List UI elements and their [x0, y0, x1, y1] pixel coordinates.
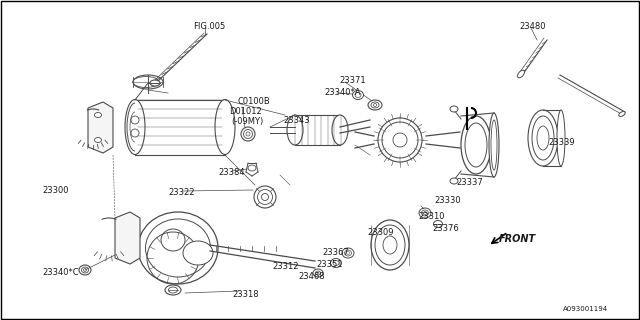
Text: 23351: 23351	[316, 260, 342, 269]
Ellipse shape	[355, 92, 361, 98]
Text: 23330: 23330	[434, 196, 461, 205]
Ellipse shape	[557, 110, 565, 166]
Ellipse shape	[287, 115, 303, 145]
Text: 23371: 23371	[339, 76, 365, 85]
Ellipse shape	[317, 272, 319, 274]
Text: 23312: 23312	[272, 262, 298, 271]
Ellipse shape	[465, 123, 487, 167]
Ellipse shape	[262, 194, 269, 201]
Ellipse shape	[371, 102, 379, 108]
Ellipse shape	[215, 100, 235, 155]
Text: 23376: 23376	[432, 224, 459, 233]
Text: FIG.005: FIG.005	[193, 22, 225, 31]
Text: D01012: D01012	[229, 107, 262, 116]
Ellipse shape	[371, 220, 409, 270]
Ellipse shape	[133, 75, 163, 89]
Polygon shape	[88, 102, 113, 153]
Ellipse shape	[81, 267, 88, 273]
Text: (-09MY): (-09MY)	[231, 117, 263, 126]
Ellipse shape	[83, 268, 86, 271]
Ellipse shape	[383, 236, 397, 254]
Ellipse shape	[316, 271, 321, 275]
Ellipse shape	[346, 252, 349, 254]
Text: 23322: 23322	[168, 188, 195, 197]
Ellipse shape	[491, 120, 497, 170]
Ellipse shape	[131, 116, 139, 124]
Text: 23384: 23384	[218, 168, 244, 177]
Ellipse shape	[254, 186, 276, 208]
Ellipse shape	[125, 100, 145, 155]
Text: A093001194: A093001194	[563, 306, 608, 312]
Ellipse shape	[537, 126, 549, 150]
Ellipse shape	[95, 138, 102, 142]
Ellipse shape	[368, 100, 382, 110]
Text: 23480: 23480	[519, 22, 545, 31]
Ellipse shape	[313, 269, 323, 277]
Ellipse shape	[382, 122, 418, 158]
Ellipse shape	[518, 70, 524, 78]
Text: 23337: 23337	[456, 178, 483, 187]
Ellipse shape	[528, 110, 558, 166]
Text: C0100B: C0100B	[237, 97, 269, 106]
Ellipse shape	[424, 212, 426, 214]
Ellipse shape	[131, 129, 139, 137]
Ellipse shape	[374, 103, 376, 107]
Ellipse shape	[450, 178, 458, 184]
Text: 23300: 23300	[42, 186, 68, 195]
Ellipse shape	[450, 106, 458, 112]
Text: 23343: 23343	[283, 116, 310, 125]
Text: 23367: 23367	[322, 248, 349, 257]
Ellipse shape	[165, 285, 181, 295]
Text: 23340*C: 23340*C	[42, 268, 79, 277]
Ellipse shape	[422, 210, 429, 216]
Text: 23468: 23468	[298, 272, 324, 281]
Ellipse shape	[393, 133, 407, 147]
Ellipse shape	[241, 127, 255, 141]
Ellipse shape	[342, 248, 354, 258]
Ellipse shape	[183, 241, 213, 265]
Ellipse shape	[133, 76, 159, 87]
Ellipse shape	[419, 208, 431, 218]
Ellipse shape	[375, 225, 405, 265]
Text: 23340*A: 23340*A	[324, 88, 360, 97]
Ellipse shape	[246, 132, 250, 136]
Ellipse shape	[378, 118, 422, 162]
Ellipse shape	[353, 91, 364, 100]
Ellipse shape	[145, 219, 211, 277]
Ellipse shape	[330, 259, 342, 268]
Text: 23310: 23310	[418, 212, 445, 221]
Ellipse shape	[332, 115, 348, 145]
Text: 23339: 23339	[548, 138, 575, 147]
Ellipse shape	[150, 80, 160, 86]
Ellipse shape	[344, 250, 351, 256]
Ellipse shape	[433, 220, 442, 228]
Ellipse shape	[79, 265, 91, 275]
Ellipse shape	[248, 165, 256, 171]
Ellipse shape	[161, 229, 185, 251]
Ellipse shape	[532, 116, 554, 160]
Text: 23309: 23309	[367, 228, 394, 237]
Ellipse shape	[243, 130, 253, 139]
Ellipse shape	[489, 113, 499, 177]
Ellipse shape	[619, 112, 625, 116]
Polygon shape	[115, 212, 140, 264]
Ellipse shape	[168, 287, 177, 293]
Text: FRONT: FRONT	[499, 234, 536, 244]
Ellipse shape	[257, 189, 273, 204]
Ellipse shape	[333, 260, 339, 266]
Text: 23318: 23318	[232, 290, 259, 299]
Ellipse shape	[95, 113, 102, 117]
Ellipse shape	[461, 116, 491, 174]
Ellipse shape	[138, 212, 218, 284]
